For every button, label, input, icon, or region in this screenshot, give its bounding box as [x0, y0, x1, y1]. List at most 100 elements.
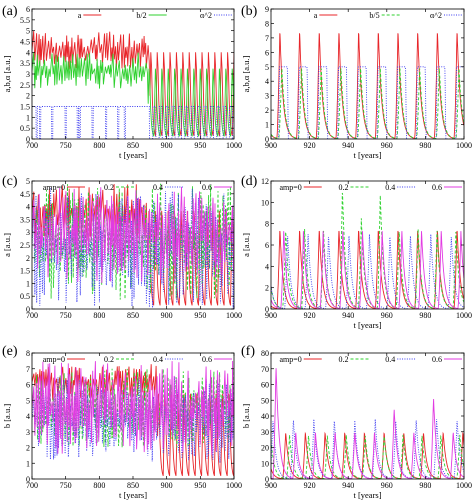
y-tick-label: 1: [265, 121, 269, 130]
legend-entry: b/2: [136, 11, 146, 20]
series-line-b2: [32, 52, 234, 137]
y-tick-label: 70: [261, 365, 269, 374]
series-line-02: [271, 192, 464, 309]
y-tick-label: 5: [265, 63, 269, 72]
legend-entry: 0.2: [339, 355, 349, 364]
x-tick-label: 750: [60, 481, 72, 490]
x-tick-label: 900: [161, 141, 173, 150]
y-tick-label: 4: [26, 48, 30, 57]
x-tick-label: 1000: [456, 141, 472, 150]
y-tick-label: 5: [26, 396, 30, 405]
x-tick-label: 1000: [456, 311, 472, 320]
y-tick-label: 4: [26, 412, 30, 421]
y-tick-label: 12: [261, 177, 269, 186]
series-line-04: [271, 419, 464, 479]
x-tick-label: 920: [304, 481, 316, 490]
chart-panel-6: (f) 900 920 940 960 980 1000 0 10 20 30 40 50 60 70 80 t…: [241, 344, 472, 500]
x-tick-label: 940: [342, 141, 354, 150]
x-tick-label: 800: [93, 311, 105, 320]
series-line-b5: [271, 68, 464, 139]
y-tick-label: 8: [26, 349, 30, 358]
y-tick-label: 0: [265, 475, 269, 484]
x-tick-label: 1000: [226, 141, 242, 150]
series-group: [32, 360, 234, 477]
y-tick-label: 5: [26, 177, 30, 186]
x-tick-label: 1000: [226, 311, 242, 320]
y-tick-label: 0: [265, 305, 269, 314]
legend-entry: 0.6: [202, 183, 212, 192]
y-tick-label: 8: [265, 19, 269, 28]
chart-panel-4: (d) 900 920 940 960 980 1000 0 2 4 6 8 10 12 t [years]…: [241, 174, 472, 330]
y-axis-title: a [a.u.]: [2, 233, 12, 257]
y-tick-label: 0.5: [20, 292, 30, 301]
series-line-2: [271, 66, 464, 139]
x-tick-label: 960: [381, 481, 393, 490]
x-tick-label: 1000: [456, 481, 472, 490]
y-tick-label: 0.5: [20, 124, 30, 133]
legend-entry: 0.4: [153, 355, 163, 364]
panel-label: (f): [241, 344, 255, 359]
y-tick-label: 1: [26, 459, 30, 468]
x-tick-label: 940: [342, 311, 354, 320]
x-axis-title: t [years]: [353, 150, 381, 160]
x-tick-label: 920: [304, 311, 316, 320]
legend-entry: amp=0: [43, 183, 65, 192]
legend-entry: amp=0: [43, 355, 65, 364]
series-line-04: [32, 376, 234, 463]
x-tick-label: 980: [419, 481, 431, 490]
y-tick-label: 30: [261, 428, 269, 437]
y-tick-label: 3: [26, 428, 30, 437]
x-tick-label: 900: [161, 311, 173, 320]
x-tick-label: 940: [342, 481, 354, 490]
y-tick-label: 2: [26, 444, 30, 453]
series-line-amp0: [271, 230, 464, 309]
series-line-06: [271, 231, 464, 309]
x-axis-title: t [years]: [353, 320, 381, 330]
y-tick-label: 0: [265, 135, 269, 144]
series-line-2: [32, 106, 234, 139]
x-tick-label: 700: [26, 311, 38, 320]
x-axis-title: t [years]: [353, 490, 381, 500]
x-tick-label: 750: [60, 311, 72, 320]
x-tick-label: 950: [194, 141, 206, 150]
legend-entry: a: [314, 11, 318, 20]
x-tick-label: 850: [127, 141, 139, 150]
series-group: [32, 30, 234, 139]
x-tick-label: 800: [93, 481, 105, 490]
y-tick-label: 2.5: [20, 241, 30, 250]
y-tick-label: 0: [26, 135, 30, 144]
y-axis-title: a [a.u.]: [241, 233, 251, 257]
y-tick-label: 1: [26, 279, 30, 288]
x-tick-label: 700: [26, 141, 38, 150]
y-tick-label: 7: [26, 365, 30, 374]
series-group: [271, 33, 464, 139]
y-tick-label: 10: [261, 459, 269, 468]
x-tick-label: 800: [93, 141, 105, 150]
y-tick-label: 2: [265, 106, 269, 115]
y-tick-label: 1.5: [20, 103, 30, 112]
y-tick-label: 6: [26, 381, 30, 390]
series-line-a: [271, 33, 464, 139]
series-line-06: [32, 186, 234, 284]
y-tick-label: 6: [265, 48, 269, 57]
y-tick-label: 5.5: [20, 16, 30, 25]
series-group: [271, 368, 464, 479]
y-tick-label: 3.5: [20, 215, 30, 224]
y-tick-label: 0: [26, 475, 30, 484]
panel-label: (d): [241, 174, 258, 189]
series-line-amp0: [32, 364, 234, 477]
series-line-amp0: [271, 431, 464, 479]
chart-panel-2: (b) 900 920 940 960 980 1000 0 1 2 3 4 5 6 7 8 9 t [years…: [241, 4, 472, 160]
y-tick-label: 40: [261, 412, 269, 421]
legend-entry: amp=0: [279, 355, 301, 364]
y-tick-label: 6: [26, 5, 30, 14]
x-tick-label: 850: [127, 311, 139, 320]
legend-entry: 0.2: [104, 183, 114, 192]
x-tick-label: 700: [26, 481, 38, 490]
y-tick-label: 2: [265, 284, 269, 293]
series-line-04: [32, 187, 234, 309]
chart-panel-5: (e) 700 750 800 850 900 950 1000 0 1 2 3 4 5 6 7 8 t [yea…: [2, 344, 242, 500]
y-tick-label: 7: [265, 34, 269, 43]
x-tick-label: 920: [304, 141, 316, 150]
